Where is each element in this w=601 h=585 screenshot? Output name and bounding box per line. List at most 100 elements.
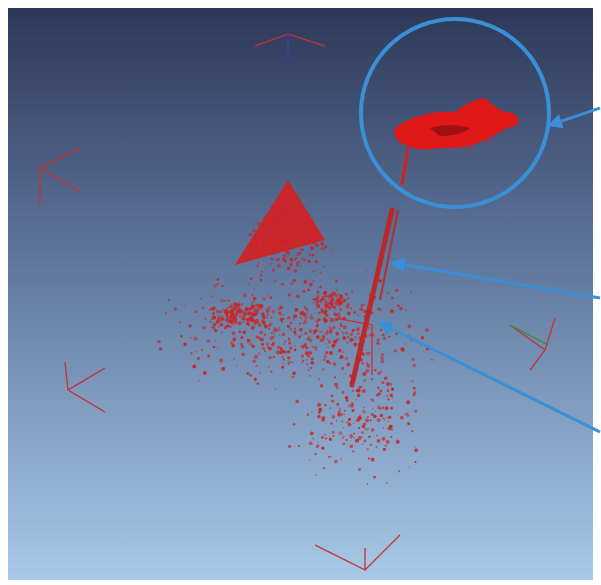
cloud-point <box>241 303 244 306</box>
cloud-point <box>238 314 243 318</box>
cloud-point <box>229 307 231 309</box>
cloud-point <box>268 356 272 360</box>
cloud-point <box>317 318 321 322</box>
cloud-point <box>231 309 235 313</box>
cloud-point <box>158 347 163 351</box>
cloud-point <box>374 410 377 412</box>
cloud-point <box>336 298 339 301</box>
cloud-point <box>300 345 303 348</box>
cloud-point <box>302 289 306 293</box>
cloud-point <box>346 303 350 307</box>
cloud-point <box>252 228 256 233</box>
cloud-point <box>388 335 391 338</box>
cloud-point <box>366 483 369 485</box>
cloud-point <box>246 307 251 311</box>
cloud-point <box>304 351 309 356</box>
cloud-point <box>321 331 323 333</box>
cloud-point <box>309 459 311 461</box>
cloud-point <box>312 437 314 440</box>
cloud-point <box>388 415 392 419</box>
cloud-point <box>357 435 362 440</box>
cloud-point <box>265 342 270 346</box>
cloud-point <box>318 378 321 381</box>
cloud-point <box>316 274 318 276</box>
cloud-point <box>289 321 293 325</box>
cloud-point <box>271 268 275 272</box>
cloud-point <box>357 416 362 421</box>
cloud-point <box>254 321 257 323</box>
cloud-point <box>298 335 302 339</box>
cloud-point <box>259 371 262 374</box>
cloud-point <box>431 358 433 361</box>
cloud-point <box>347 420 349 423</box>
cloud-point <box>251 293 254 297</box>
cloud-point <box>319 300 322 303</box>
cloud-point <box>287 315 290 318</box>
cloud-point <box>286 255 289 258</box>
cloud-point <box>307 354 310 358</box>
cloud-point <box>219 323 223 327</box>
cloud-point <box>304 342 307 346</box>
cloud-point <box>330 456 332 458</box>
cloud-point <box>255 364 258 367</box>
cloud-point <box>287 362 291 365</box>
cloud-point <box>328 437 332 441</box>
cloud-point <box>300 265 302 267</box>
cloud-point <box>292 371 296 376</box>
cloud-point <box>292 314 296 318</box>
camera-left <box>38 147 81 205</box>
cloud-point <box>308 375 311 377</box>
cloud-point <box>425 328 429 333</box>
cloud-point <box>252 305 256 308</box>
cloud-point <box>310 367 313 369</box>
cloud-point <box>303 305 307 310</box>
cloud-point <box>339 322 342 325</box>
cloud-point <box>365 351 370 356</box>
cloud-point <box>347 306 350 309</box>
cloud-point <box>379 308 382 311</box>
cloud-point <box>379 413 384 418</box>
cloud-point <box>337 299 342 304</box>
cloud-point <box>330 422 333 425</box>
cloud-point <box>360 303 364 307</box>
cloud-point <box>229 319 232 323</box>
cloud-point <box>363 303 366 306</box>
cloud-point <box>232 337 237 342</box>
cloud-point <box>256 264 259 268</box>
cloud-point <box>241 318 244 320</box>
cloud-point <box>204 317 207 320</box>
cloud-point <box>282 342 285 345</box>
cloud-point <box>311 346 314 349</box>
cloud-point <box>295 399 299 404</box>
cloud-point <box>246 317 250 321</box>
cloud-point <box>293 319 295 321</box>
cloud-point <box>233 306 238 310</box>
cloud-point <box>228 310 232 314</box>
cloud-point <box>249 277 253 280</box>
cloud-point <box>321 446 325 450</box>
cloud-point <box>340 458 342 460</box>
cloud-point <box>211 318 214 321</box>
cloud-point <box>322 317 327 322</box>
cloud-point <box>414 409 418 413</box>
cloud-point <box>292 422 296 426</box>
cloud-point <box>414 446 416 448</box>
cloud-point <box>342 325 347 330</box>
cloud-point <box>221 315 224 317</box>
cloud-point <box>352 432 356 435</box>
cloud-point <box>328 436 331 438</box>
cloud-point <box>258 352 261 355</box>
cloud-point <box>323 294 328 298</box>
cloud-point <box>280 313 283 316</box>
cloud-point <box>322 338 325 342</box>
cloud-point <box>289 263 293 267</box>
cloud-point <box>325 313 329 317</box>
cloud-point <box>227 299 230 302</box>
cloud-point <box>281 283 284 286</box>
cloud-point <box>317 414 321 419</box>
cloud-point <box>349 297 351 299</box>
cloud-point <box>401 348 405 352</box>
cloud-point <box>250 318 254 321</box>
cloud-point <box>335 420 338 422</box>
cloud-point <box>395 440 400 444</box>
